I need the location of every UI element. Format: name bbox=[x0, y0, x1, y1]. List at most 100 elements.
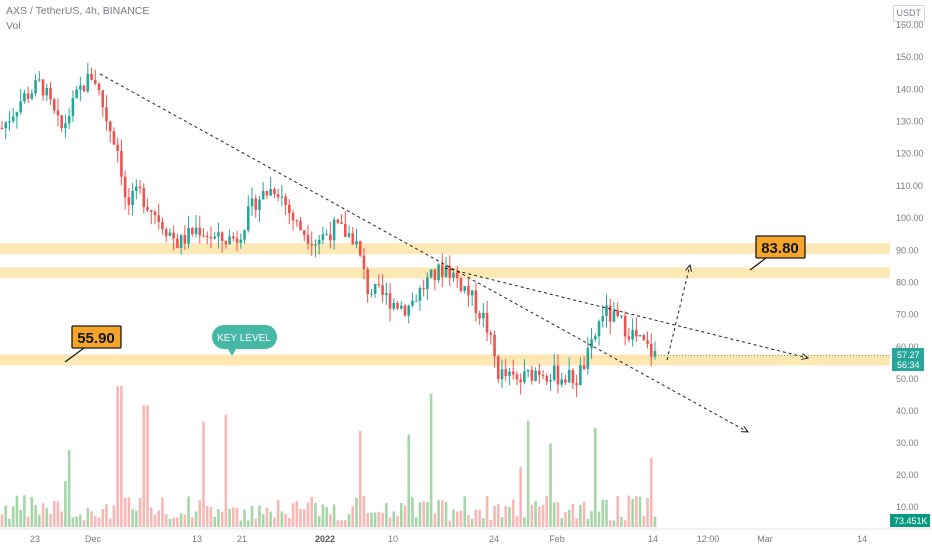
candle-body bbox=[482, 312, 485, 319]
volume-bar bbox=[388, 517, 392, 527]
candle-body bbox=[157, 215, 161, 222]
volume-bar bbox=[593, 427, 597, 527]
volume-bar bbox=[295, 501, 299, 527]
y-tick-label: 140.00 bbox=[896, 84, 924, 94]
volume-bar bbox=[366, 513, 369, 527]
volume-bar bbox=[176, 517, 179, 527]
y-tick-label: 160.00 bbox=[896, 20, 924, 30]
x-tick-label: 14 bbox=[648, 534, 658, 544]
candle-body bbox=[496, 356, 500, 380]
y-tick-label: 90.00 bbox=[896, 245, 919, 255]
candle-body bbox=[478, 313, 481, 319]
candle-body bbox=[388, 293, 392, 309]
volume-bar bbox=[202, 421, 205, 527]
candle-body bbox=[653, 350, 657, 357]
candle-body bbox=[556, 365, 560, 385]
volume-bar bbox=[26, 516, 30, 527]
candle-body bbox=[291, 212, 295, 221]
candle-body bbox=[564, 379, 567, 383]
candle-body bbox=[299, 220, 302, 231]
candle-body bbox=[228, 236, 231, 245]
candle-body bbox=[172, 232, 175, 239]
volume-bar bbox=[586, 518, 590, 527]
volume-bar bbox=[590, 510, 593, 527]
candle-body bbox=[362, 255, 366, 270]
candle-body bbox=[314, 244, 317, 246]
volume-bar bbox=[302, 509, 306, 527]
candle-body bbox=[500, 369, 504, 380]
volume-bar bbox=[433, 513, 437, 527]
y-tick-label: 120.00 bbox=[896, 149, 924, 159]
volume-bar bbox=[142, 405, 146, 527]
candle-body bbox=[620, 315, 623, 317]
volume-bar bbox=[38, 514, 41, 527]
volume-bar bbox=[612, 520, 616, 527]
candle-body bbox=[302, 230, 306, 235]
candle-body bbox=[194, 227, 198, 235]
x-tick-label: 24 bbox=[489, 534, 499, 544]
key-level-text: KEY LEVEL bbox=[217, 333, 271, 344]
volume-bar bbox=[358, 431, 362, 527]
currency-button[interactable]: USDT bbox=[892, 5, 925, 22]
volume-bar bbox=[235, 508, 239, 527]
volume-bar bbox=[269, 511, 272, 527]
candle-body bbox=[8, 121, 11, 123]
candle-body bbox=[485, 312, 489, 333]
candle-body bbox=[579, 365, 582, 386]
candle-body bbox=[0, 127, 4, 129]
candle-body bbox=[601, 316, 605, 322]
volume-bar bbox=[243, 509, 246, 527]
volume-bar bbox=[23, 495, 26, 527]
candle-body bbox=[508, 371, 511, 377]
candle-body bbox=[246, 206, 250, 231]
volume-bar bbox=[467, 515, 470, 527]
y-tick-label: 130.00 bbox=[896, 117, 924, 127]
candle-body bbox=[93, 79, 97, 84]
candle-body bbox=[519, 379, 522, 383]
volume-bar bbox=[34, 505, 37, 527]
volume-bar bbox=[385, 503, 388, 527]
candle-body bbox=[123, 176, 127, 198]
candle-body bbox=[112, 131, 116, 145]
volume-bar bbox=[131, 509, 134, 527]
volume-bar bbox=[8, 518, 11, 527]
volume-bar bbox=[560, 518, 564, 527]
volume-bar bbox=[504, 506, 508, 527]
candle-body bbox=[11, 116, 15, 122]
volume-bar bbox=[649, 457, 653, 527]
volume-bar bbox=[317, 516, 321, 527]
volume-bar bbox=[538, 506, 541, 527]
candle-body bbox=[135, 186, 138, 191]
volume-bar bbox=[254, 518, 258, 527]
volume-bar bbox=[620, 516, 623, 527]
volume-bar bbox=[500, 517, 504, 527]
candle-body bbox=[631, 330, 634, 340]
y-tick-label: 20.00 bbox=[896, 470, 919, 480]
candle-body bbox=[220, 232, 224, 241]
volume-bar bbox=[485, 495, 489, 527]
volume-bar bbox=[276, 499, 280, 527]
volume-legend: Vol bbox=[6, 20, 21, 32]
support-price-text: 55.90 bbox=[77, 330, 115, 347]
volume-bar bbox=[0, 514, 4, 527]
resistance-label-pointer bbox=[749, 257, 767, 271]
y-tick-label: 110.00 bbox=[896, 181, 923, 191]
key-level-badge bbox=[212, 325, 277, 349]
volume-bar bbox=[217, 509, 220, 527]
candle-body bbox=[45, 87, 49, 96]
candle-body bbox=[340, 222, 343, 224]
candle-body bbox=[38, 79, 41, 81]
volume-bar bbox=[258, 505, 261, 527]
volume-bar bbox=[86, 507, 90, 527]
candle-body bbox=[23, 93, 26, 102]
candle-body bbox=[437, 264, 440, 281]
candle-body bbox=[213, 236, 216, 239]
volume-bar bbox=[493, 506, 496, 527]
volume-bar bbox=[355, 497, 358, 527]
candle-body bbox=[467, 286, 470, 296]
volume-bar bbox=[601, 499, 605, 527]
candle-body bbox=[198, 227, 202, 236]
x-tick-label: 12:00 bbox=[697, 534, 720, 544]
candle-body bbox=[329, 234, 332, 241]
